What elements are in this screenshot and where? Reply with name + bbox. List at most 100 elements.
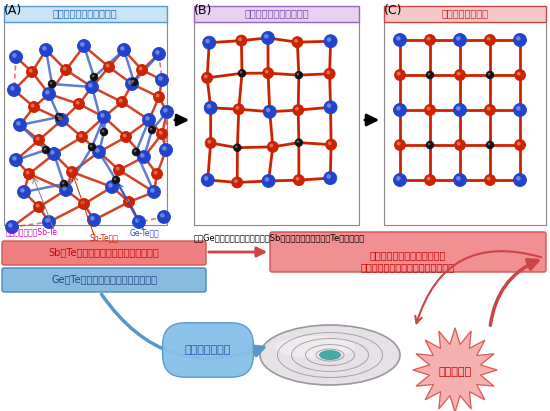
- Circle shape: [133, 215, 146, 229]
- Circle shape: [12, 53, 16, 58]
- Circle shape: [34, 134, 45, 145]
- Circle shape: [456, 36, 461, 41]
- Circle shape: [265, 177, 269, 182]
- Circle shape: [158, 76, 163, 81]
- Circle shape: [50, 82, 52, 84]
- Circle shape: [294, 39, 298, 43]
- Circle shape: [425, 35, 436, 46]
- Circle shape: [47, 148, 60, 161]
- Circle shape: [26, 171, 30, 175]
- Circle shape: [150, 128, 152, 130]
- Circle shape: [87, 213, 101, 226]
- Circle shape: [103, 62, 114, 72]
- Circle shape: [123, 134, 127, 138]
- Circle shape: [153, 92, 164, 102]
- Circle shape: [485, 175, 496, 185]
- Circle shape: [238, 37, 242, 41]
- Circle shape: [31, 104, 35, 108]
- Circle shape: [90, 145, 92, 148]
- Circle shape: [293, 104, 304, 115]
- FancyBboxPatch shape: [194, 6, 359, 22]
- Circle shape: [58, 116, 63, 121]
- Circle shape: [126, 199, 130, 203]
- Circle shape: [106, 180, 118, 194]
- Circle shape: [204, 74, 208, 79]
- Circle shape: [266, 108, 271, 112]
- Circle shape: [134, 150, 136, 152]
- Circle shape: [204, 102, 217, 114]
- FancyBboxPatch shape: [4, 6, 167, 22]
- Circle shape: [88, 83, 92, 88]
- Circle shape: [74, 99, 85, 109]
- Circle shape: [454, 104, 466, 116]
- Circle shape: [118, 44, 130, 56]
- Text: (A): (A): [4, 4, 22, 17]
- Circle shape: [138, 150, 151, 164]
- Circle shape: [234, 144, 241, 152]
- Circle shape: [234, 179, 238, 183]
- Circle shape: [156, 94, 159, 97]
- Circle shape: [60, 65, 72, 76]
- Circle shape: [55, 113, 63, 121]
- Text: (B): (B): [194, 4, 212, 17]
- Circle shape: [90, 73, 98, 81]
- Circle shape: [136, 65, 147, 76]
- FancyBboxPatch shape: [384, 6, 546, 22]
- Circle shape: [516, 176, 521, 181]
- Circle shape: [160, 143, 173, 157]
- Circle shape: [48, 80, 56, 88]
- Circle shape: [394, 139, 405, 150]
- Circle shape: [128, 80, 133, 85]
- Circle shape: [57, 115, 59, 118]
- Circle shape: [397, 142, 400, 145]
- Ellipse shape: [293, 339, 367, 371]
- Circle shape: [151, 169, 162, 180]
- Circle shape: [92, 75, 95, 77]
- Ellipse shape: [268, 328, 392, 381]
- Circle shape: [516, 106, 521, 111]
- Circle shape: [295, 107, 299, 111]
- Circle shape: [456, 176, 461, 181]
- Circle shape: [427, 37, 431, 41]
- Circle shape: [120, 46, 125, 51]
- Circle shape: [42, 146, 50, 154]
- Circle shape: [516, 142, 520, 145]
- Circle shape: [456, 72, 460, 76]
- Circle shape: [20, 188, 25, 193]
- Circle shape: [296, 140, 299, 143]
- Circle shape: [132, 148, 140, 156]
- Circle shape: [207, 140, 211, 143]
- Circle shape: [516, 36, 521, 41]
- Circle shape: [145, 116, 150, 121]
- Circle shape: [42, 46, 47, 51]
- Text: 黒：Ge（ゲルマニウム）、赤：Sb（アンチモン）、青：Te（テルル）: 黒：Ge（ゲルマニウム）、赤：Sb（アンチモン）、青：Te（テルル）: [194, 233, 365, 242]
- Circle shape: [45, 90, 50, 95]
- Ellipse shape: [276, 332, 384, 378]
- Circle shape: [159, 131, 163, 134]
- Circle shape: [152, 48, 166, 60]
- Circle shape: [201, 173, 214, 187]
- Circle shape: [456, 142, 460, 145]
- Circle shape: [328, 141, 332, 145]
- Circle shape: [270, 143, 273, 148]
- Circle shape: [514, 69, 525, 81]
- Circle shape: [296, 73, 299, 76]
- Circle shape: [205, 138, 216, 148]
- Text: Ge-Te結合: Ge-Te結合: [130, 228, 159, 237]
- Circle shape: [139, 67, 142, 71]
- Circle shape: [88, 143, 96, 151]
- Circle shape: [157, 129, 168, 139]
- Circle shape: [485, 35, 496, 46]
- Circle shape: [34, 201, 45, 212]
- Circle shape: [267, 141, 278, 152]
- Ellipse shape: [260, 325, 400, 385]
- Circle shape: [292, 37, 303, 48]
- Circle shape: [63, 67, 67, 71]
- Circle shape: [36, 204, 40, 208]
- Circle shape: [108, 183, 113, 188]
- Circle shape: [488, 73, 491, 75]
- Circle shape: [203, 36, 216, 49]
- Circle shape: [393, 34, 406, 46]
- Circle shape: [393, 173, 406, 187]
- Circle shape: [85, 81, 98, 93]
